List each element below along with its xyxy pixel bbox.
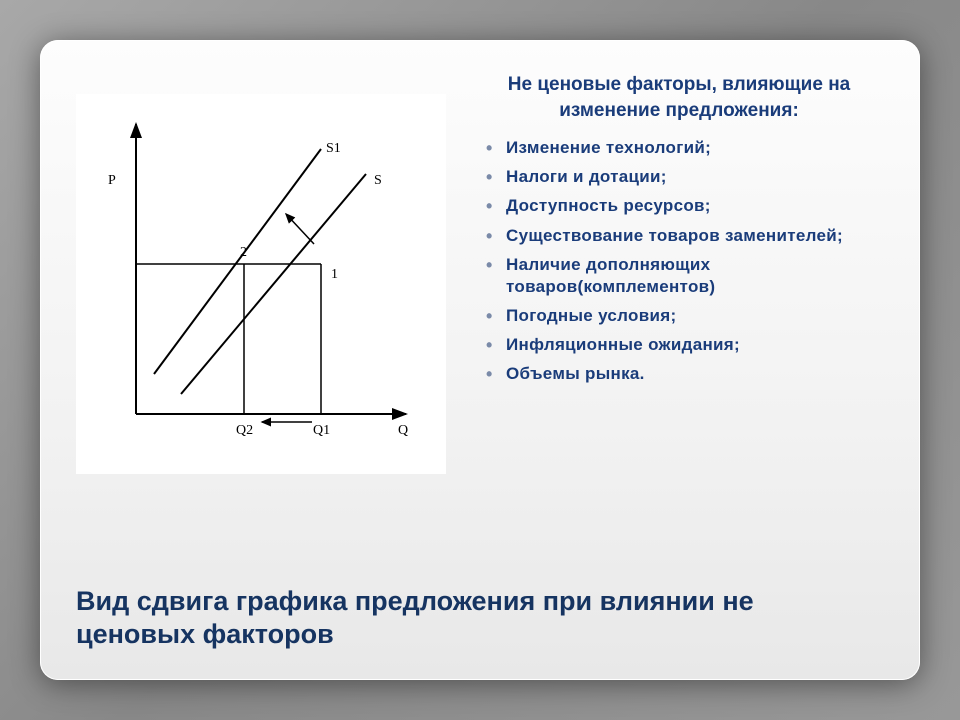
- factor-item: Объемы рынка.: [482, 363, 884, 385]
- content-row: P Q S S1 Q1 Q2 1 2 Не ценовые факторы, влияющие…: [76, 64, 884, 567]
- svg-text:P: P: [108, 173, 116, 188]
- factor-item-label: Наличие дополняющих товаров(комплементов…: [506, 255, 715, 296]
- slide: P Q S S1 Q1 Q2 1 2 Не ценовые факторы, влияющие…: [40, 40, 920, 680]
- factor-item: Погодные условия;: [482, 305, 884, 327]
- factor-item: Изменение технологий;: [482, 137, 884, 159]
- svg-text:Q: Q: [398, 423, 408, 438]
- svg-text:2: 2: [240, 245, 247, 260]
- factor-item: Доступность ресурсов;: [482, 195, 884, 217]
- factor-item-label: Налоги и дотации;: [506, 167, 667, 186]
- svg-text:Q1: Q1: [313, 423, 330, 438]
- svg-text:S: S: [374, 173, 382, 188]
- factor-item-label: Изменение технологий;: [506, 138, 711, 157]
- factor-item: Существование товаров заменителей;: [482, 225, 884, 247]
- factor-item-label: Объемы рынка.: [506, 364, 645, 383]
- svg-text:S1: S1: [326, 141, 341, 156]
- factor-item-label: Погодные условия;: [506, 306, 676, 325]
- factors-list: Изменение технологий; Налоги и дотации; До…: [474, 137, 884, 385]
- svg-text:Q2: Q2: [236, 423, 253, 438]
- factor-item-label: Инфляционные ожидания;: [506, 335, 740, 354]
- factor-item: Наличие дополняющих товаров(комплементов…: [482, 254, 884, 298]
- factor-item-label: Доступность ресурсов;: [506, 196, 711, 215]
- heading: Не ценовые факторы, влияющие на изменени…: [474, 72, 884, 123]
- text-column: Не ценовые факторы, влияющие на изменени…: [474, 64, 884, 392]
- factor-item-label: Существование товаров заменителей;: [506, 226, 843, 245]
- supply-shift-chart: P Q S S1 Q1 Q2 1 2: [76, 94, 446, 474]
- factor-item: Налоги и дотации;: [482, 166, 884, 188]
- svg-text:1: 1: [331, 267, 338, 282]
- slide-title: Вид сдвига графика предложения при влиян…: [76, 585, 796, 653]
- factor-item: Инфляционные ожидания;: [482, 334, 884, 356]
